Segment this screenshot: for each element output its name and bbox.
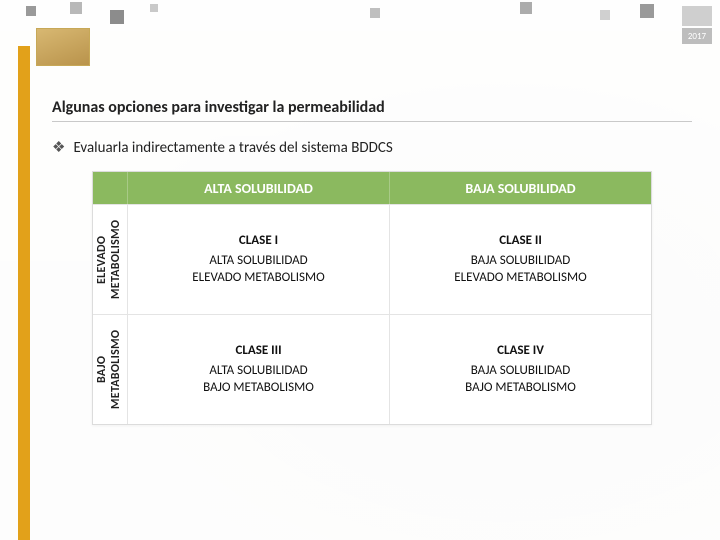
cell-line1: ALTA SOLUBILIDAD [209,252,307,270]
cell-class: CLASE III [235,342,281,360]
cell-class: CLASE I [239,232,278,250]
deco-square [640,4,654,18]
slide-title: Algunas opciones para investigar la perm… [52,98,692,122]
cell-line1: BAJA SOLUBILIDAD [471,252,571,270]
cell-line1: ALTA SOLUBILIDAD [209,362,307,380]
col-header-alta: ALTA SOLUBILIDAD [127,172,389,204]
bddcs-matrix: ALTA SOLUBILIDAD BAJA SOLUBILIDAD ELEVAD… [92,171,652,425]
cell-clase-iii: CLASE III ALTA SOLUBILIDAD BAJO METABOLI… [127,314,389,424]
row-header-label: ELEVADO METABOLISMO [96,205,124,314]
cell-line2: BAJO METABOLISMO [203,379,314,397]
matrix-corner [93,172,127,204]
cell-line1: BAJA SOLUBILIDAD [471,362,571,380]
year-badge: 2017 [682,28,712,44]
deco-square [110,10,124,24]
cell-line2: ELEVADO METABOLISMO [192,269,324,287]
row-header-bajo: BAJO METABOLISMO [93,314,127,424]
col-header-baja: BAJA SOLUBILIDAD [389,172,651,204]
cell-clase-ii: CLASE II BAJA SOLUBILIDAD ELEVADO METABO… [389,204,651,314]
cell-line2: BAJO METABOLISMO [465,379,576,397]
cell-clase-iv: CLASE IV BAJA SOLUBILIDAD BAJO METABOLIS… [389,314,651,424]
cell-clase-i: CLASE I ALTA SOLUBILIDAD ELEVADO METABOL… [127,204,389,314]
deco-square [150,4,158,12]
row-header-label: BAJO METABOLISMO [96,315,124,424]
cell-class: CLASE II [499,232,542,250]
deco-square [70,2,82,14]
deco-square [520,2,532,14]
left-accent-bar [18,46,30,540]
bullet-text: Evaluarla indirectamente a través del si… [73,139,392,157]
header-stamp [682,6,712,26]
deco-square [600,10,610,20]
deco-square [26,6,36,16]
row-header-elevado: ELEVADO METABOLISMO [93,204,127,314]
diamond-bullet-icon: ❖ [52,138,65,157]
deco-square [370,8,380,18]
bullet-item: ❖ Evaluarla indirectamente a través del … [52,138,692,157]
cell-class: CLASE IV [497,342,544,360]
header-photo [36,28,90,66]
slide-content: Algunas opciones para investigar la perm… [52,98,692,425]
cell-line2: ELEVADO METABOLISMO [454,269,586,287]
